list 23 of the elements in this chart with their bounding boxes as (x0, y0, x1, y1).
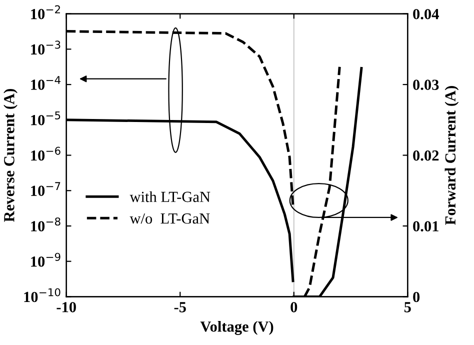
x-tick-label: -5 (174, 302, 186, 312)
legend-label: with LT-GaN (130, 191, 210, 202)
x-tick-label: 5 (404, 302, 411, 312)
x-axis-title: Voltage (V) (200, 320, 274, 335)
y2-tick-label: 0.04 (413, 8, 439, 20)
y-tick-label: 10$^{−3}$ (31, 40, 60, 55)
y-tick-label: 10$^{−9}$ (31, 252, 60, 267)
y-tick-label: 10$^{−2}$ (31, 5, 60, 20)
y-tick-label: 10$^{−4}$ (31, 76, 60, 90)
y2-tick-label: 0.01 (413, 221, 438, 232)
y-tick-label: 10$^{−6}$ (31, 146, 60, 161)
y-tick-label: 10$^{−7}$ (31, 182, 60, 196)
y-tick-label: 10$^{−8}$ (31, 217, 60, 232)
x-tick-label: 0 (290, 302, 298, 312)
y2-tick-label: 0 (413, 292, 420, 302)
y2-tick-label: 0.03 (413, 80, 439, 90)
y-tick-label: 10$^{−10}$ (24, 288, 60, 302)
y2-tick-label: 0.02 (413, 150, 439, 161)
x-tick-label: -10 (56, 302, 76, 312)
y-tick-label: 10$^{−5}$ (31, 111, 60, 126)
legend-label: w/o LT-GaN (130, 213, 210, 224)
y-axis-title: Reverse Current (A) (4, 89, 18, 222)
y2-axis-title: Forward Current (A) (444, 86, 459, 225)
